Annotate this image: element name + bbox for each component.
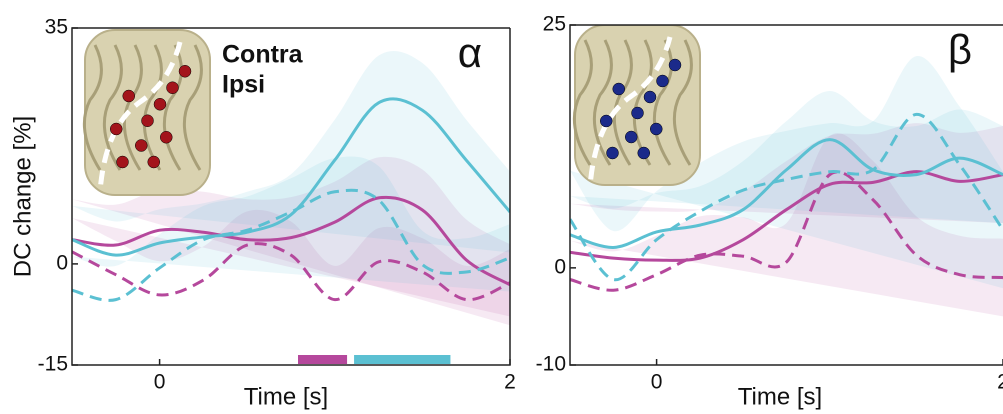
y-tick-label: 35 bbox=[45, 16, 68, 39]
electrode bbox=[625, 130, 638, 144]
error-band bbox=[72, 156, 510, 292]
error-band bbox=[570, 133, 1003, 317]
electrode bbox=[668, 58, 682, 72]
electrode bbox=[643, 90, 657, 104]
y-tick-label: 0 bbox=[554, 255, 566, 278]
panel-label: β bbox=[948, 26, 972, 73]
panel-label: α bbox=[458, 29, 482, 76]
electrode bbox=[178, 65, 192, 78]
electrode bbox=[141, 114, 154, 127]
x-tick-label: 2 bbox=[997, 371, 1003, 394]
y-tick-label: -15 bbox=[38, 353, 68, 376]
axis-frame bbox=[569, 24, 1003, 366]
series-line bbox=[72, 242, 510, 302]
series-line bbox=[570, 170, 1003, 292]
electrode bbox=[631, 106, 644, 120]
series-line bbox=[72, 188, 510, 302]
series-line bbox=[570, 112, 1003, 282]
electrode bbox=[606, 146, 619, 160]
y-tick-label: -10 bbox=[536, 353, 566, 376]
electrode bbox=[656, 74, 669, 88]
significance-bar bbox=[354, 355, 451, 364]
brain-sulcus bbox=[632, 39, 653, 166]
x-tick-label: 2 bbox=[504, 371, 516, 394]
electrode bbox=[166, 81, 179, 94]
brain-sulcus bbox=[672, 39, 693, 166]
brain-sulcus bbox=[82, 44, 103, 171]
electrode bbox=[160, 131, 173, 144]
electrode bbox=[153, 98, 167, 111]
brain-inset bbox=[84, 29, 211, 196]
x-tick-label: 0 bbox=[154, 371, 166, 394]
electrode bbox=[122, 89, 135, 103]
brain-sulcus bbox=[162, 44, 183, 171]
y-axis-label: DC change [%] bbox=[9, 116, 36, 277]
central-sulcus bbox=[587, 36, 673, 188]
brain-sulcus bbox=[142, 44, 163, 171]
series-line bbox=[72, 195, 510, 287]
electrode bbox=[110, 122, 123, 136]
brain-sulcus bbox=[182, 44, 203, 171]
electrode bbox=[650, 122, 663, 136]
error-band bbox=[570, 91, 1003, 224]
brain-sulcus bbox=[102, 44, 123, 171]
error-band bbox=[570, 123, 1003, 224]
electrode bbox=[600, 114, 613, 128]
error-band bbox=[72, 209, 510, 317]
brain-sulcus bbox=[572, 39, 593, 166]
x-tick-label: 0 bbox=[651, 371, 663, 394]
series-line bbox=[570, 138, 1003, 249]
plot-area bbox=[72, 29, 510, 364]
y-tick-label: 0 bbox=[56, 251, 68, 274]
electrode bbox=[116, 155, 129, 169]
electrode bbox=[612, 82, 625, 96]
series-line bbox=[570, 170, 1003, 262]
x-axis-label: Time [s] bbox=[738, 383, 822, 410]
legend-entry: Contra bbox=[222, 41, 304, 69]
x-axis-label: Time [s] bbox=[244, 383, 328, 410]
electrode bbox=[147, 155, 160, 169]
plot-area bbox=[570, 25, 1003, 317]
brain-sulcus bbox=[592, 39, 613, 166]
electrode bbox=[135, 139, 148, 152]
significance-bar bbox=[298, 355, 348, 364]
central-sulcus bbox=[97, 41, 183, 193]
legend-entry: Ipsi bbox=[222, 71, 265, 99]
electrode bbox=[637, 146, 650, 160]
y-tick-label: 25 bbox=[543, 13, 566, 36]
brain-sulcus bbox=[652, 39, 673, 166]
